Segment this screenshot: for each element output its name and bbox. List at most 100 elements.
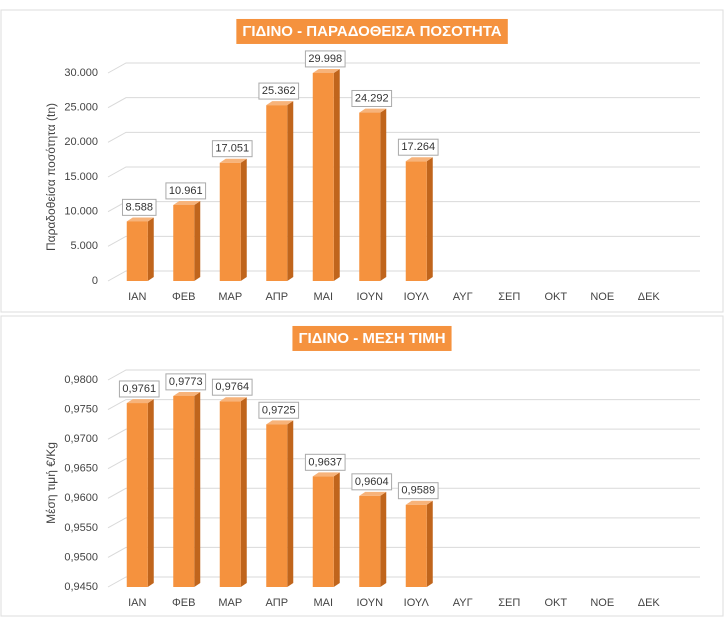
bar-top: [312, 472, 340, 477]
bar: [359, 495, 381, 587]
bar-top: [405, 157, 433, 162]
data-label: 0,9637: [308, 456, 342, 468]
bar-side: [426, 500, 433, 587]
x-tick-label: ΜΑΙ: [313, 291, 333, 303]
chart-title: ΓΙΔΙΝΟ - ΠΑΡΑΔΟΘΕΙΣΑ ΠΟΣΟΤΗΤΑ: [242, 23, 501, 40]
data-label: 17.051: [215, 143, 249, 155]
data-label-group: 8.588: [121, 198, 157, 216]
bar-side: [287, 101, 294, 281]
bar-side: [380, 491, 387, 587]
grid-line: [107, 166, 700, 178]
bar: [312, 476, 334, 587]
grid-line: [107, 270, 700, 282]
chart-title-group: ΓΙΔΙΝΟ - ΜΕΣΗ ΤΙΜΗ: [292, 325, 452, 351]
x-tick-label: ΝΟΕ: [590, 291, 614, 303]
bar-side: [287, 420, 294, 587]
y-tick-label: 15.000: [64, 171, 98, 183]
y-tick-label: 0,9550: [64, 522, 98, 534]
bar-top: [405, 500, 433, 505]
bar-top: [173, 391, 201, 396]
grid-line: [107, 458, 700, 470]
x-tick-label: ΑΠΡ: [265, 291, 288, 303]
grid-line: [107, 131, 700, 143]
y-tick-label: 25.000: [64, 102, 98, 114]
data-label-box: [121, 198, 157, 216]
data-label-box: [304, 50, 346, 68]
chart-panel: [0, 9, 724, 313]
bar-side: [147, 217, 154, 281]
y-tick-label: 0: [92, 275, 98, 287]
data-label-group: 0,9637: [304, 453, 346, 471]
bar: [173, 205, 195, 281]
y-tick-label: 5.000: [70, 240, 98, 252]
chart-title-box: [292, 325, 452, 351]
bar-top: [219, 158, 247, 163]
data-label-box: [397, 138, 439, 156]
data-label: 0,9761: [122, 383, 156, 395]
y-tick-label: 0,9750: [64, 403, 98, 415]
data-label-group: 25.362: [258, 82, 300, 100]
data-label-group: 0,9764: [211, 378, 253, 396]
data-label-group: 17.051: [211, 140, 253, 158]
bar: [359, 112, 381, 281]
data-label: 0,9764: [215, 381, 249, 393]
data-label: 25.362: [262, 85, 296, 97]
data-label: 29.998: [308, 53, 342, 65]
chart-title: ΓΙΔΙΝΟ - ΜΕΣΗ ΤΙΜΗ: [298, 330, 445, 347]
data-label-group: 0,9773: [165, 373, 207, 391]
grid-line: [107, 546, 700, 558]
data-label-box: [258, 401, 300, 419]
data-label: 0,9589: [401, 485, 435, 497]
data-label-box: [351, 89, 393, 107]
bar-side: [333, 472, 340, 587]
x-tick-label: ΜΑΙ: [313, 597, 333, 609]
data-label-group: 0,9725: [258, 401, 300, 419]
x-tick-label: ΙΑΝ: [128, 291, 146, 303]
y-tick-label: 0,9600: [64, 492, 98, 504]
bar-side: [380, 108, 387, 281]
bar-side: [240, 397, 247, 587]
data-label: 8.588: [125, 201, 153, 213]
bar-side: [240, 158, 247, 281]
bar: [173, 395, 195, 587]
x-tick-label: ΟΚΤ: [544, 291, 567, 303]
bar-top: [219, 397, 247, 402]
grid-line: [107, 235, 700, 247]
data-label-group: 0,9604: [351, 473, 393, 491]
grid-line: [107, 62, 700, 74]
chart-panel: [0, 315, 724, 617]
x-tick-label: ΙΟΥΛ: [404, 291, 430, 303]
chart-title-group: ΓΙΔΙΝΟ - ΠΑΡΑΔΟΘΕΙΣΑ ΠΟΣΟΤΗΤΑ: [236, 18, 508, 44]
x-tick-label: ΦΕΒ: [172, 291, 195, 303]
bar-side: [147, 399, 154, 587]
x-tick-label: ΣΕΠ: [498, 291, 520, 303]
data-label: 0,9773: [169, 376, 203, 388]
x-tick-label: ΟΚΤ: [544, 597, 567, 609]
data-label-box: [258, 82, 300, 100]
y-tick-label: 30.000: [64, 67, 98, 79]
bar: [405, 504, 427, 587]
data-label-box: [211, 378, 253, 396]
data-label-box: [165, 373, 207, 391]
bar: [312, 73, 334, 281]
x-tick-label: ΙΟΥΛ: [404, 597, 430, 609]
bar-top: [359, 108, 387, 113]
bar-side: [194, 391, 201, 587]
x-tick-label: ΙΟΥΝ: [356, 291, 383, 303]
bar: [219, 401, 241, 587]
x-tick-label: ΜΑΡ: [218, 291, 242, 303]
grid-line: [107, 487, 700, 499]
data-label-group: 0,9589: [397, 482, 439, 500]
bar-top: [266, 101, 294, 106]
y-tick-label: 0,9800: [64, 374, 98, 386]
data-label-box: [165, 182, 207, 200]
data-label-group: 29.998: [304, 50, 346, 68]
x-tick-label: ΔΕΚ: [638, 291, 661, 303]
bar-side: [333, 69, 340, 281]
grid-line: [107, 369, 700, 381]
bar: [219, 162, 241, 281]
bar-top: [126, 217, 154, 222]
grid-line: [107, 576, 700, 588]
data-label-box: [211, 140, 253, 158]
